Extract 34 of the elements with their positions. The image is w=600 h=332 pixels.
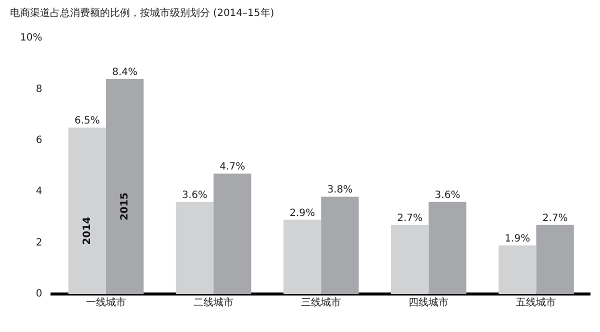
data-label: 3.6% [182, 190, 208, 201]
y-tick-label: 10% [20, 32, 42, 44]
data-label: 3.6% [434, 190, 460, 201]
bar [498, 245, 536, 294]
data-label: 2.7% [397, 212, 423, 224]
bar [214, 174, 252, 294]
y-tick-label: 2 [36, 237, 42, 248]
bar [391, 224, 429, 294]
x-tick-label: 一线城市 [86, 296, 126, 309]
data-label: 1.9% [504, 233, 530, 244]
data-label: 8.4% [112, 66, 138, 78]
bar [283, 220, 322, 294]
bar [321, 196, 359, 294]
x-tick-label: 五线城市 [516, 296, 556, 309]
chart-title: 电商渠道占总消费额的比例，按城市级别划分 (2014–15年) [10, 6, 274, 20]
y-tick-label: 8 [36, 84, 42, 95]
data-label: 3.8% [327, 184, 353, 196]
bar [536, 224, 574, 294]
data-label: 2.9% [290, 208, 315, 219]
data-label: 2.7% [542, 212, 568, 224]
data-label: 4.7% [220, 162, 246, 173]
series-label: 2015 [119, 192, 130, 220]
bar [176, 202, 214, 294]
bar [428, 202, 466, 294]
bar [68, 128, 106, 294]
bar [106, 78, 144, 294]
x-tick-label: 三线城市 [301, 296, 342, 309]
x-tick-label: 二线城市 [194, 296, 234, 309]
y-tick-label: 0 [36, 288, 42, 300]
y-tick-label: 4 [36, 186, 42, 198]
data-label: 6.5% [74, 116, 100, 127]
x-tick-label: 四线城市 [408, 296, 449, 309]
series-label: 2014 [82, 216, 93, 245]
y-tick-label: 6 [36, 134, 42, 146]
